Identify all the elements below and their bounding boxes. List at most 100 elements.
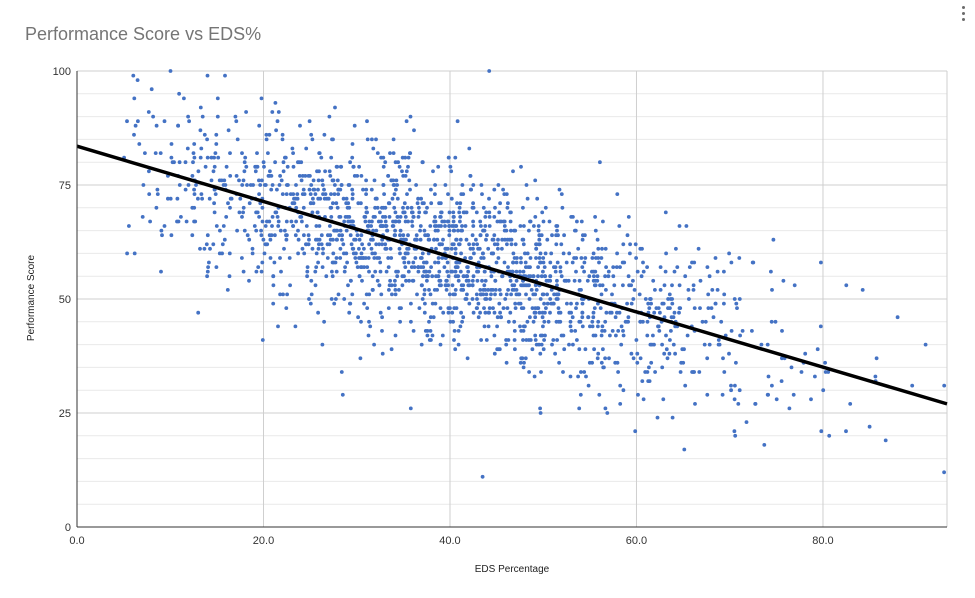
data-point <box>387 201 392 206</box>
data-point <box>295 196 300 201</box>
data-point <box>513 301 518 306</box>
data-point <box>155 192 160 197</box>
data-point <box>406 260 411 265</box>
data-point <box>582 260 587 265</box>
data-point <box>672 310 677 315</box>
data-point <box>261 160 266 165</box>
more-vert-icon[interactable] <box>959 6 967 24</box>
data-point <box>729 388 733 393</box>
data-point <box>619 324 624 329</box>
data-point <box>590 319 595 324</box>
data-point <box>402 201 407 206</box>
data-point <box>467 283 472 288</box>
data-point <box>895 315 900 320</box>
data-point <box>703 319 708 324</box>
data-point <box>572 278 577 283</box>
data-point <box>241 205 246 210</box>
data-point <box>327 242 332 247</box>
data-point <box>381 155 386 160</box>
data-point <box>593 333 598 338</box>
data-point <box>791 392 796 397</box>
data-point <box>154 123 159 128</box>
data-point <box>487 310 491 315</box>
data-point <box>502 219 507 224</box>
data-point <box>521 237 526 242</box>
data-point <box>254 269 259 274</box>
data-point <box>277 183 282 187</box>
data-point <box>353 256 358 260</box>
data-point <box>302 251 307 256</box>
data-point <box>319 233 324 238</box>
data-point <box>429 201 434 206</box>
data-point <box>428 329 433 333</box>
data-point <box>425 205 429 210</box>
data-point <box>356 315 360 320</box>
data-point <box>453 155 458 160</box>
data-point <box>177 160 182 165</box>
data-point <box>617 224 622 228</box>
data-point <box>350 292 355 297</box>
data-point <box>719 319 724 324</box>
data-point <box>542 265 547 269</box>
data-point <box>536 224 541 228</box>
data-point <box>405 246 409 251</box>
data-point <box>475 297 479 301</box>
data-point <box>508 278 513 283</box>
data-point <box>616 329 621 333</box>
data-point <box>329 155 334 160</box>
data-point <box>813 374 817 379</box>
data-point <box>792 283 797 288</box>
data-point <box>528 274 533 279</box>
data-point <box>611 274 616 279</box>
data-point <box>439 283 443 288</box>
data-point <box>492 351 497 356</box>
data-point <box>554 224 559 228</box>
data-point <box>668 338 672 342</box>
data-point <box>425 278 429 283</box>
data-point <box>362 265 366 269</box>
data-point <box>455 201 459 206</box>
data-point <box>452 306 457 310</box>
data-point <box>364 178 368 183</box>
data-point <box>478 310 482 315</box>
data-point <box>334 201 339 206</box>
data-point <box>253 169 258 174</box>
data-point <box>371 237 375 242</box>
data-point <box>492 242 497 247</box>
data-point <box>683 383 688 388</box>
data-point <box>247 201 252 206</box>
data-point <box>395 274 400 279</box>
data-point <box>493 205 497 210</box>
data-point <box>279 269 283 274</box>
data-point <box>419 265 423 269</box>
data-point <box>409 205 414 210</box>
data-point <box>670 301 675 306</box>
data-point <box>558 265 563 269</box>
data-point <box>344 228 349 233</box>
data-point <box>543 310 547 315</box>
data-point <box>400 283 405 288</box>
data-point <box>402 260 407 265</box>
data-point <box>599 333 604 338</box>
data-point <box>474 292 479 297</box>
data-point <box>380 351 385 356</box>
data-point <box>300 174 305 178</box>
data-point <box>533 310 538 315</box>
data-point <box>476 301 481 306</box>
data-point <box>179 215 183 219</box>
data-point <box>574 269 578 274</box>
trendline-group <box>76 144 948 406</box>
data-point <box>379 292 384 297</box>
data-point <box>542 301 546 306</box>
data-point <box>580 297 584 301</box>
data-point <box>653 288 657 292</box>
data-point <box>530 347 535 352</box>
data-point <box>328 174 333 178</box>
data-point <box>536 228 541 233</box>
data-point <box>482 306 486 310</box>
data-point <box>513 306 518 310</box>
data-point <box>487 224 492 228</box>
data-point <box>666 297 670 301</box>
data-point <box>363 219 368 224</box>
data-point <box>759 342 764 347</box>
